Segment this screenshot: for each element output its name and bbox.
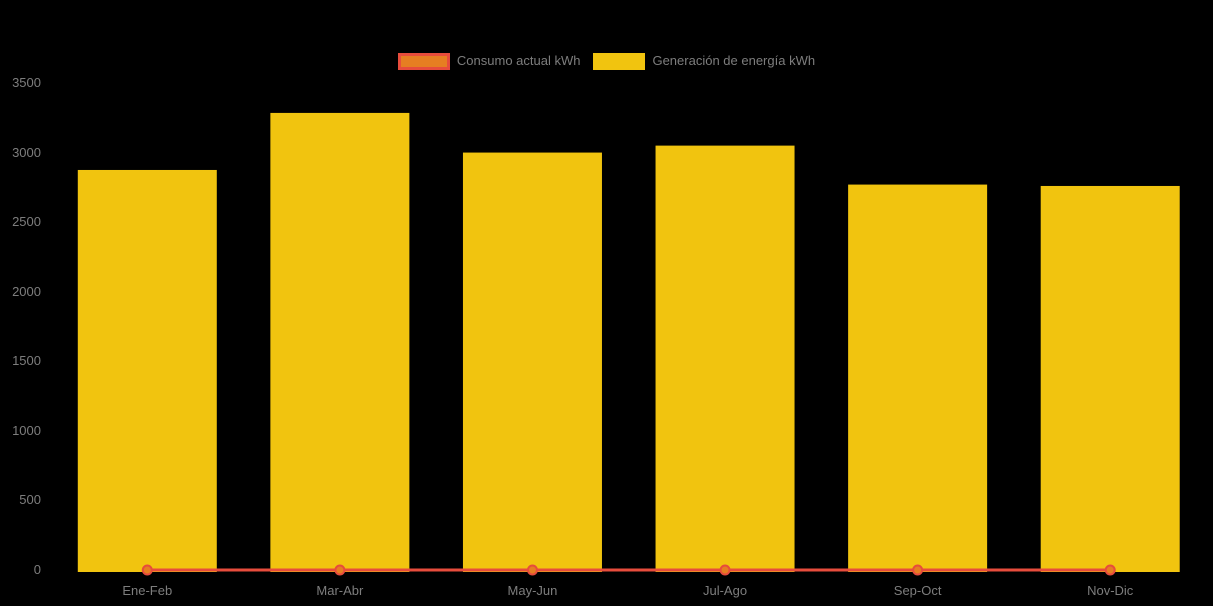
point-consumo[interactable] [1104,564,1116,576]
x-tick-label: May-Jun [507,583,558,598]
legend-label: Consumo actual kWh [456,53,581,68]
legend-label: Generación de energía kWh [652,53,816,68]
y-tick-label: 3500 [12,75,41,90]
x-tick-label: Nov-Dic [1087,583,1134,598]
y-tick-label: 0 [33,562,41,577]
y-tick-label: 500 [19,492,41,508]
bar-generacion[interactable] [655,145,795,572]
legend-item-consumo[interactable]: Consumo actual kWh [397,52,581,70]
point-consumo[interactable] [719,564,731,576]
x-tick-label: Jul-Ago [702,583,748,598]
bar-generacion[interactable] [77,169,217,572]
y-tick-label: 1500 [12,353,41,369]
y-tick-label: 3000 [12,144,41,160]
y-tick-label: 1000 [12,422,41,438]
bar-generacion[interactable] [462,152,602,573]
bar-generacion[interactable] [270,112,410,572]
x-tick-label: Sep-Oct [893,583,942,598]
legend-swatch-icon [593,52,646,70]
legend-item-generacion[interactable]: Generación de energía kWh [593,52,815,70]
point-consumo[interactable] [334,564,346,576]
legend-swatch-icon [397,52,450,70]
bar-generacion[interactable] [848,184,988,572]
bar-generacion[interactable] [1040,185,1180,573]
y-tick-label: 2500 [12,214,41,230]
y-tick-label: 2000 [12,283,41,299]
point-consumo[interactable] [141,564,153,576]
x-tick-label: Ene-Feb [122,583,173,598]
chart-legend: Consumo actual kWh Generación de energía … [0,52,1213,70]
x-tick-label: Mar-Abr [316,583,364,598]
point-consumo[interactable] [912,564,924,576]
point-consumo[interactable] [526,564,538,576]
